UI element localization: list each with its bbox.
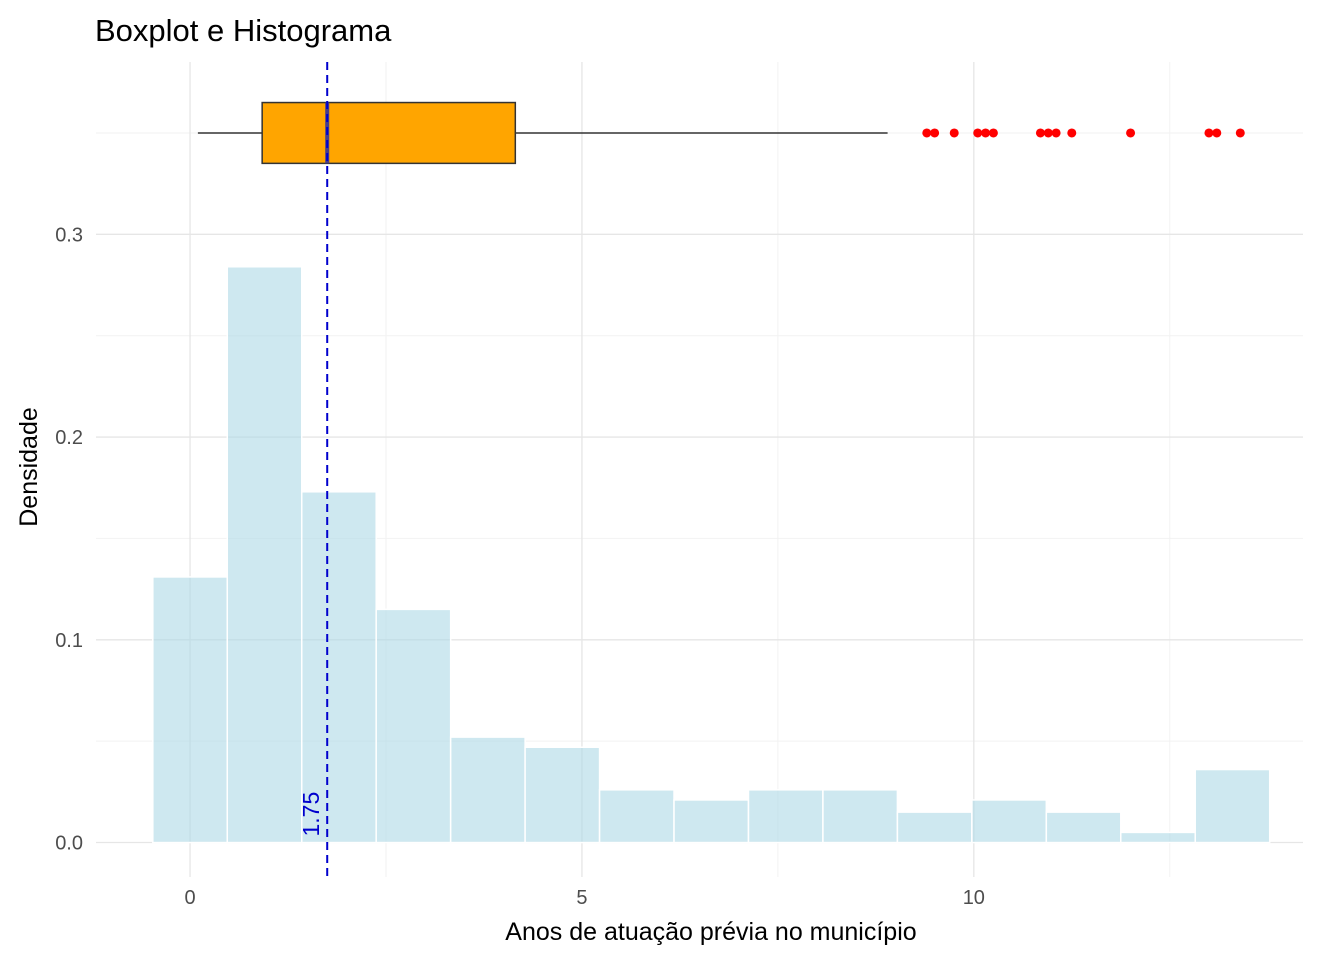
boxplot-outlier-point [1043, 128, 1053, 138]
boxplot-box [261, 101, 517, 165]
histogram-bar [226, 266, 303, 844]
histogram-bar [673, 799, 750, 844]
histogram-bar [1120, 831, 1196, 844]
y-tick-label: 0.1 [55, 630, 83, 652]
y-axis-title: Densidade [15, 407, 43, 527]
histogram-bar [896, 811, 973, 844]
reference-line-label: 1.75 [298, 792, 324, 837]
x-tick-label: 0 [184, 887, 195, 909]
histogram-bar [152, 576, 229, 844]
boxplot-outlier-point [1067, 128, 1077, 138]
boxplot-outlier-point [1051, 128, 1061, 138]
x-axis-title: Anos de atuação prévia no município [505, 918, 916, 946]
boxplot-outlier-point [981, 128, 991, 138]
histogram-bar [449, 736, 526, 844]
x-tick-label: 10 [963, 887, 985, 909]
y-tick-label: 0.3 [55, 224, 83, 246]
histogram-bar [747, 789, 824, 844]
histogram-bar [598, 789, 675, 844]
histogram-bar [300, 491, 377, 844]
chart-title: Boxplot e Histograma [95, 13, 392, 48]
histogram-bar [1045, 811, 1122, 844]
histogram-bar [524, 746, 601, 844]
boxplot-outlier-point [1126, 128, 1136, 138]
boxplot [197, 101, 1245, 165]
y-tick-label: 0.0 [55, 833, 83, 855]
axis-ticks: 0 5 10 0.0 0.1 0.2 0.3 [55, 224, 985, 909]
boxplot-outlier-point [922, 128, 932, 138]
boxplot-outlier-point [1035, 128, 1045, 138]
boxplot-outlier-point [949, 128, 959, 138]
histogram-bar [822, 789, 899, 844]
boxplot-outlier-point [930, 128, 940, 138]
x-tick-label: 5 [576, 887, 587, 909]
histogram-bar [971, 799, 1048, 844]
histogram-bar [1194, 768, 1271, 844]
histogram [152, 266, 1271, 844]
boxplot-outlier-point [1204, 128, 1214, 138]
boxplot-outlier-point [973, 128, 983, 138]
y-tick-label: 0.2 [55, 427, 83, 449]
boxplot-outlier-point [1235, 128, 1245, 138]
histogram-bar [375, 608, 452, 844]
boxplot-outlier-point [1212, 128, 1222, 138]
boxplot-outlier-point [988, 128, 998, 138]
reference-line-group: 1.75 [298, 62, 329, 877]
